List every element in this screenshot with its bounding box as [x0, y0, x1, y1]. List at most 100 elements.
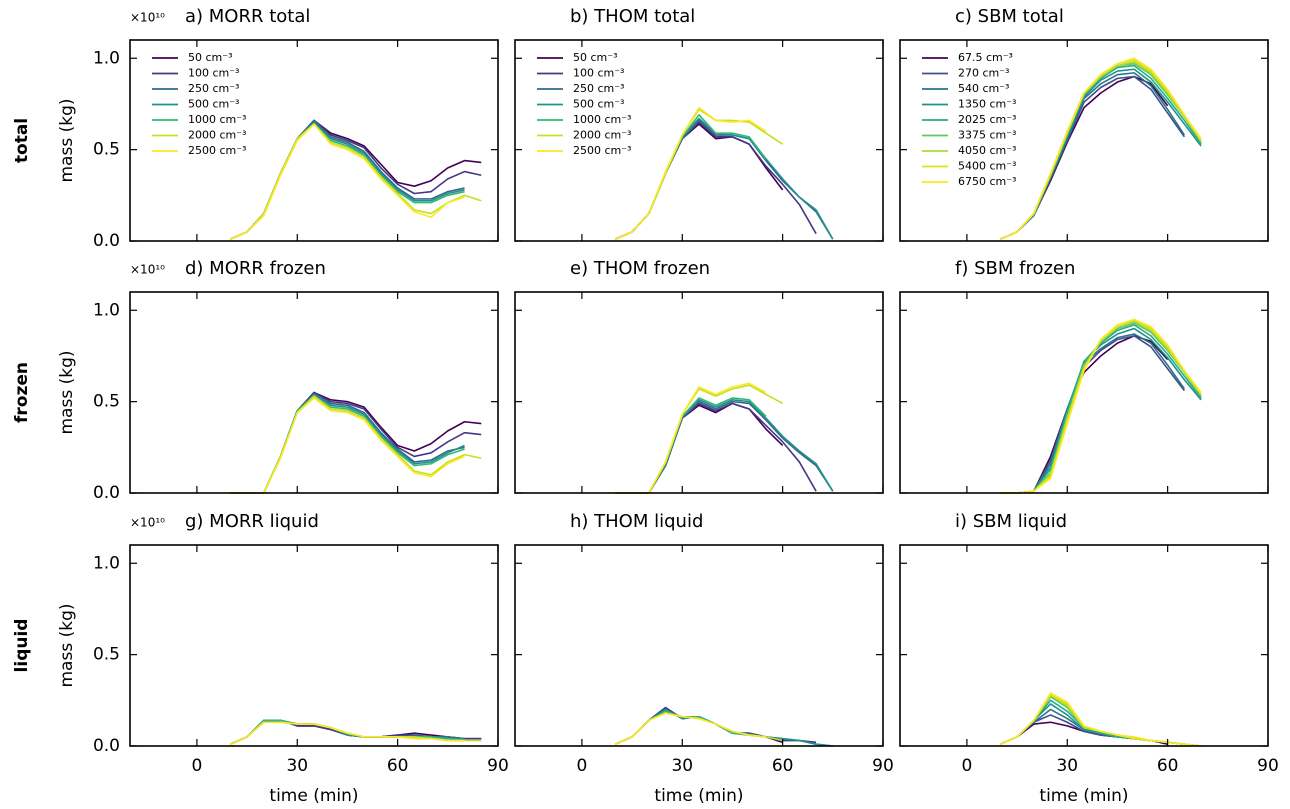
- y-axis-label: mass (kg): [57, 351, 77, 435]
- series-line: [1000, 318, 1202, 494]
- panel-title: i) SBM liquid: [955, 511, 1067, 532]
- panel: 0 30 60 90 i) SBM liquid time (min): [899, 511, 1279, 806]
- series-line: [230, 719, 465, 745]
- x-tick-label: 90: [872, 756, 894, 776]
- x-axis-label: time (min): [269, 786, 358, 806]
- series-line: [230, 719, 465, 745]
- series-line: [615, 114, 767, 240]
- series-line: [615, 712, 766, 745]
- panel-title: c) SBM total: [955, 6, 1064, 27]
- y-tick-label: 0.0: [93, 736, 120, 756]
- plot-frame: [129, 544, 499, 747]
- x-tick-label: 30: [286, 756, 308, 776]
- series-line: [1000, 75, 1169, 240]
- series-line: [615, 710, 766, 745]
- series-line: [230, 721, 482, 745]
- panel-title: e) THOM frozen: [570, 258, 710, 279]
- series-line: [230, 719, 465, 745]
- panel-title: g) MORR liquid: [185, 511, 319, 532]
- y-tick-label: 0.5: [93, 140, 120, 160]
- panel: 0.0 0.5 1.0 d) MORR frozen ×10¹⁰ mass (kg) fro…: [12, 258, 499, 503]
- legend-label: 540 cm⁻³: [958, 82, 1009, 95]
- plot-frame: [514, 544, 884, 747]
- series-line: [1000, 694, 1202, 747]
- series-line: [615, 706, 783, 745]
- series-line: [230, 123, 465, 240]
- series-line: [1000, 320, 1202, 494]
- series-line: [1000, 62, 1202, 240]
- legend-label: 67.5 cm⁻³: [958, 51, 1013, 64]
- panel: b) THOM total 50 cm⁻³ 100 cm⁻³ 250 cm⁻³ 500 …: [514, 6, 884, 242]
- series-line: [230, 397, 465, 494]
- series-line: [1000, 64, 1202, 240]
- series-line: [615, 108, 784, 240]
- y-offset-label: ×10¹⁰: [130, 516, 165, 530]
- panel-title: d) MORR frozen: [185, 258, 326, 279]
- y-tick-label: 0.0: [93, 483, 120, 503]
- series-line: [615, 400, 834, 494]
- x-axis-label: time (min): [654, 786, 743, 806]
- y-tick-label: 0.5: [93, 645, 120, 665]
- series-line: [230, 721, 465, 745]
- legend-label: 4050 cm⁻³: [958, 144, 1016, 157]
- plot-frame: [514, 39, 884, 242]
- panel: 0.0 0.5 1.0 a) MORR total ×10¹⁰ mass (kg) tota…: [12, 6, 499, 251]
- series-line: [1000, 692, 1202, 747]
- series-line: [1000, 335, 1169, 494]
- x-tick-label: 90: [1257, 756, 1279, 776]
- x-tick-label: 90: [487, 756, 509, 776]
- panel-title: b) THOM total: [570, 6, 695, 27]
- legend-label: 500 cm⁻³: [573, 98, 624, 111]
- y-axis-label: mass (kg): [57, 604, 77, 688]
- y-tick-label: 0.0: [93, 231, 120, 251]
- series-line: [230, 391, 482, 494]
- series-line: [615, 106, 767, 240]
- legend-label: 2500 cm⁻³: [573, 144, 631, 157]
- y-tick-label: 1.0: [93, 553, 120, 573]
- legend-label: 2025 cm⁻³: [958, 113, 1016, 126]
- panel: f) SBM frozen: [899, 258, 1269, 494]
- x-tick-label: 30: [1056, 756, 1078, 776]
- plot-frame: [899, 291, 1269, 494]
- panel: 0.0 0.5 1.0 0 30 60 90 g) MORR liquid ×10¹⁰ mass …: [12, 511, 509, 806]
- series-line: [615, 399, 834, 494]
- legend-label: 250 cm⁻³: [188, 82, 239, 95]
- panel-title: a) MORR total: [185, 6, 310, 27]
- x-tick-label: 60: [1157, 756, 1179, 776]
- legend-label: 5400 cm⁻³: [958, 160, 1016, 173]
- legend-label: 2500 cm⁻³: [188, 144, 246, 157]
- panel-title: h) THOM liquid: [570, 511, 703, 532]
- legend-label: 50 cm⁻³: [188, 51, 232, 64]
- panel: e) THOM frozen: [514, 258, 884, 494]
- x-tick-label: 30: [671, 756, 693, 776]
- panel: c) SBM total 67.5 cm⁻³ 270 cm⁻³ 540 cm⁻³ 135…: [899, 6, 1269, 242]
- series-line: [615, 402, 817, 494]
- x-tick-label: 60: [772, 756, 794, 776]
- y-offset-label: ×10¹⁰: [130, 263, 165, 277]
- y-tick-label: 0.5: [93, 392, 120, 412]
- legend-label: 50 cm⁻³: [573, 51, 617, 64]
- legend-label: 2000 cm⁻³: [573, 129, 631, 142]
- legend-label: 2000 cm⁻³: [188, 129, 246, 142]
- legend-label: 1350 cm⁻³: [958, 98, 1016, 111]
- series-line: [1000, 694, 1202, 747]
- row-label: total: [12, 118, 32, 163]
- series-line: [230, 391, 482, 494]
- series-line: [230, 119, 482, 240]
- legend-label: 100 cm⁻³: [188, 67, 239, 80]
- series-line: [615, 121, 817, 240]
- y-tick-label: 1.0: [93, 48, 120, 68]
- legend-label: 3375 cm⁻³: [958, 129, 1016, 142]
- panel: 0 30 60 90 h) THOM liquid time (min): [514, 511, 894, 806]
- panel-title: f) SBM frozen: [955, 258, 1075, 279]
- plot-frame: [899, 544, 1269, 747]
- x-axis-label: time (min): [1039, 786, 1128, 806]
- plot-frame: [899, 39, 1269, 242]
- series-line: [1000, 695, 1202, 747]
- legend-label: 250 cm⁻³: [573, 82, 624, 95]
- row-label: frozen: [12, 362, 32, 423]
- series-line: [230, 119, 482, 240]
- legend-label: 500 cm⁻³: [188, 98, 239, 111]
- x-tick-label: 0: [191, 756, 202, 776]
